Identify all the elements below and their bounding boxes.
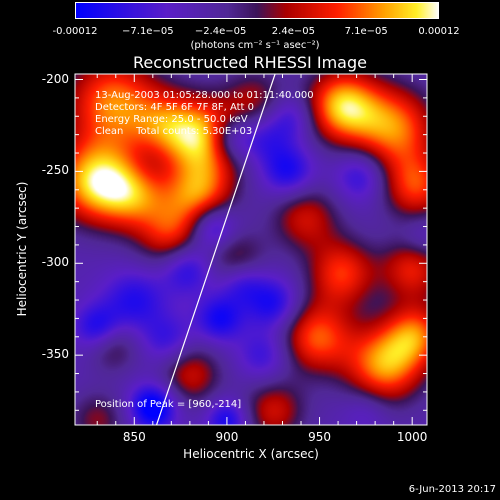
colorbar-tick-label: 0.00012 xyxy=(418,26,460,37)
info-line-energy: Energy Range: 25.0 - 50.0 keV xyxy=(95,114,248,125)
plot-frame xyxy=(74,73,428,426)
y-axis-label: Heliocentric Y (arcsec) xyxy=(15,181,29,317)
x-tick-label: 900 xyxy=(215,430,239,444)
x-axis-label: Heliocentric X (arcsec) xyxy=(183,447,319,461)
heatmap-image xyxy=(75,74,427,425)
x-tick-label: 850 xyxy=(122,430,146,444)
info-line-detectors: Detectors: 4F 5F 6F 7F 8F, Att 0 xyxy=(95,102,255,113)
footer-date: 6-Jun-2013 20:17 xyxy=(408,484,496,495)
y-tick-label: -300 xyxy=(41,255,69,270)
chart-title: Reconstructed RHESSI Image xyxy=(133,53,367,72)
colorbar-tick-label: −2.4e−05 xyxy=(194,26,247,37)
y-tick-label: -200 xyxy=(41,71,69,86)
colorbar-tick-label: 2.4e−05 xyxy=(271,26,315,37)
info-line-clean: Clean Total counts: 5.30E+03 xyxy=(95,126,253,137)
peak-position-label: Position of Peak = [960,-214] xyxy=(95,399,242,410)
colorbar-tick-label: 7.1e−05 xyxy=(344,26,388,37)
info-block: 13-Aug-2003 01:05:28.000 to 01:11:40.000… xyxy=(95,90,314,138)
solar-limb-line xyxy=(155,73,276,426)
x-tick-label: 1000 xyxy=(396,430,428,444)
colorbar-tick-label: -0.00012 xyxy=(52,26,98,37)
colorbar-frame xyxy=(75,2,439,19)
x-tick-label: 950 xyxy=(308,430,331,444)
info-line-time: 13-Aug-2003 01:05:28.000 to 01:11:40.000 xyxy=(95,90,314,101)
colorbar-gradient xyxy=(75,2,439,19)
y-tick-label: -250 xyxy=(41,163,69,178)
colorbar-units-label: (photons cm⁻² s⁻¹ asec⁻²) xyxy=(190,40,320,51)
colorbar-tick-label: −7.1e−05 xyxy=(122,26,174,37)
y-tick-label: -350 xyxy=(41,347,69,362)
